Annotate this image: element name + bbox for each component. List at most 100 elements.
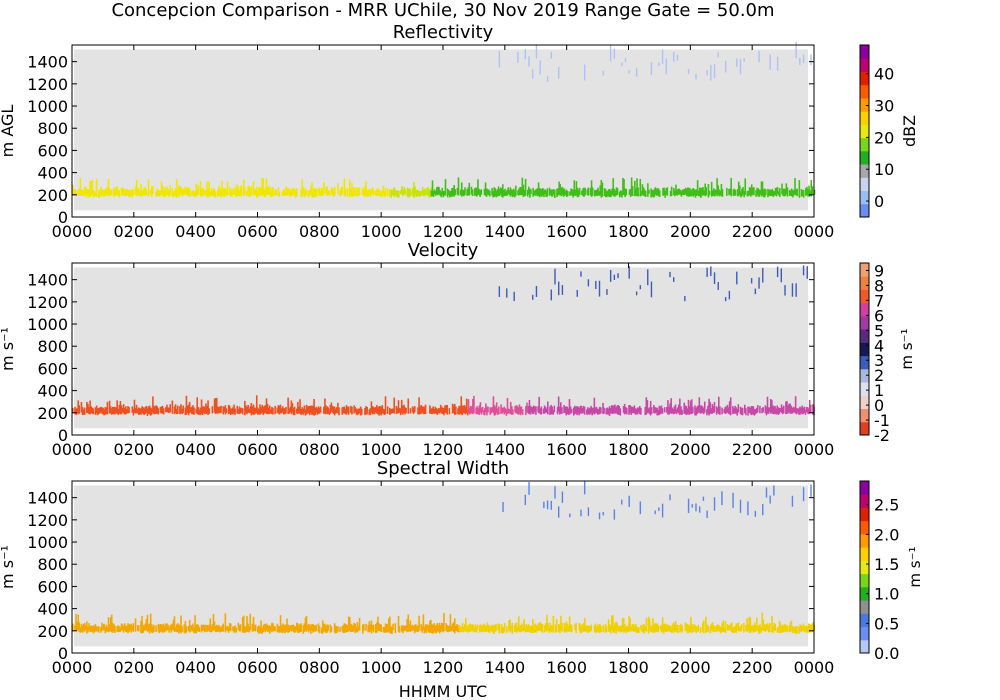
echo-bar — [284, 625, 286, 634]
echo-bar — [566, 623, 569, 632]
echo-bar — [117, 625, 120, 633]
echo-bar — [564, 406, 566, 413]
echo-bar — [440, 191, 442, 198]
echo-bar — [97, 190, 100, 198]
x-tick-label: 1400 — [484, 658, 525, 677]
echo-bar — [624, 57, 627, 63]
colorbar-segment — [860, 355, 869, 370]
x-tick-label: 1800 — [608, 440, 649, 459]
echo-bar — [580, 405, 583, 414]
echo-bar — [430, 619, 432, 633]
echo-bar — [710, 623, 713, 632]
echo-bar — [443, 407, 445, 416]
echo-bar — [238, 191, 241, 197]
echo-bar — [494, 624, 496, 632]
echo-bar — [532, 294, 534, 300]
echo-bar — [686, 408, 689, 415]
echo-bar — [751, 624, 754, 631]
echo-bar — [550, 625, 553, 633]
echo-bar — [159, 190, 162, 197]
echo-bar — [107, 178, 110, 197]
echo-bar — [331, 405, 334, 413]
echo-bar — [228, 405, 231, 414]
echo-bar — [667, 624, 669, 632]
echo-bar — [472, 624, 475, 631]
echo-bar — [702, 496, 705, 501]
echo-bar — [657, 409, 660, 416]
echo-bar — [293, 406, 296, 416]
echo-bar — [583, 187, 585, 197]
colorbar-segment — [860, 342, 869, 357]
echo-bar — [773, 406, 775, 415]
echo-bar — [580, 509, 582, 517]
echo-bar — [422, 406, 425, 415]
echo-bar — [365, 623, 367, 631]
echo-bar — [389, 407, 391, 415]
echo-bar — [270, 409, 272, 414]
echo-bar — [614, 190, 617, 197]
echo-bar — [701, 622, 704, 632]
echo-bar — [664, 623, 666, 632]
echo-bar — [75, 614, 77, 631]
echo-bar — [477, 407, 480, 415]
echo-bar — [320, 627, 323, 634]
echo-bar — [235, 627, 237, 633]
echo-bar — [72, 407, 74, 413]
echo-bar — [713, 64, 716, 79]
echo-bar — [364, 185, 366, 197]
echo-bar — [279, 404, 282, 414]
colorbar-segment — [860, 203, 869, 218]
echo-bar — [670, 398, 672, 414]
echo-bar — [225, 626, 228, 631]
echo-bar — [412, 625, 415, 631]
echo-bar — [645, 617, 648, 632]
echo-bar — [318, 407, 321, 414]
echo-bar — [553, 189, 556, 198]
echo-bar — [340, 187, 342, 196]
colorbar-segment — [860, 520, 869, 535]
echo-bar — [311, 182, 313, 197]
echo-bar — [616, 405, 618, 414]
echo-bar — [272, 407, 274, 415]
echo-bar — [171, 188, 174, 197]
echo-bar — [224, 187, 227, 195]
echo-bar — [788, 625, 791, 632]
echo-bar — [101, 622, 103, 631]
echo-bar — [680, 623, 682, 632]
echo-bar — [776, 266, 779, 278]
echo-bar — [424, 404, 427, 415]
echo-bar — [367, 625, 370, 633]
echo-bar — [577, 190, 580, 197]
echo-bar — [754, 409, 757, 415]
echo-bar — [218, 407, 220, 414]
echo-bar — [532, 619, 534, 634]
echo-bar — [620, 625, 623, 633]
echo-bar — [302, 408, 305, 415]
echo-bar — [737, 404, 740, 413]
echo-bar — [561, 285, 564, 295]
echo-bar — [795, 408, 798, 415]
echo-bar — [213, 621, 216, 631]
echo-bar — [246, 616, 248, 632]
echo-bar — [595, 626, 598, 633]
echo-bar — [771, 188, 774, 197]
echo-bar — [353, 622, 355, 631]
echo-bar — [685, 623, 688, 632]
echo-bar — [459, 189, 462, 196]
echo-bar — [283, 408, 285, 415]
echo-bar — [617, 625, 620, 632]
echo-bar — [546, 188, 549, 197]
echo-bar — [773, 485, 775, 496]
echo-bar — [686, 623, 689, 634]
echo-bar — [586, 625, 588, 632]
echo-bar — [689, 400, 692, 414]
echo-bar — [180, 615, 182, 634]
colorbar-tick-label: 20 — [874, 128, 894, 147]
echo-bar — [461, 623, 464, 633]
echo-bar — [77, 400, 80, 415]
echo-bar — [77, 189, 80, 196]
echo-bar — [86, 401, 88, 414]
echo-bar — [715, 625, 718, 632]
echo-bar — [343, 178, 346, 197]
colorbar-segment — [860, 150, 869, 165]
